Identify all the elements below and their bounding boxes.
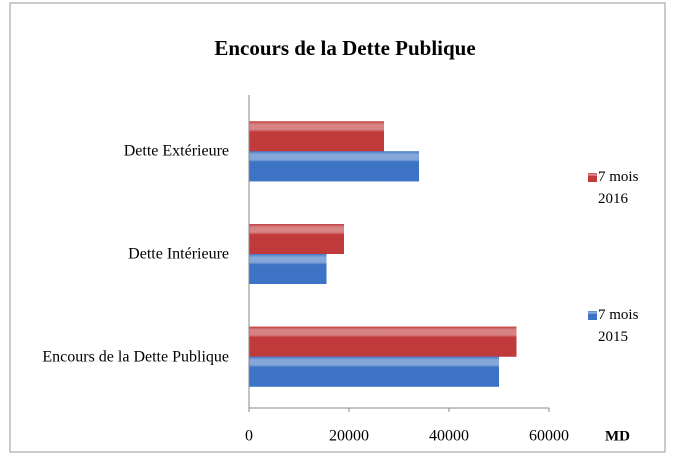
x-tick-label: 20000	[329, 428, 369, 445]
chart-title: Encours de la Dette Publique	[214, 36, 475, 60]
y-tick-label: Dette Intérieure	[128, 245, 229, 263]
x-tick-label: 40000	[429, 428, 469, 445]
x-tick-label: 0	[245, 428, 253, 445]
bar-shade	[249, 326, 517, 357]
bar-shade	[249, 224, 344, 254]
bar-shade	[249, 151, 419, 182]
x-tick-label: 60000	[529, 428, 569, 445]
legend-label: 7 mois 2016	[598, 169, 639, 207]
bar-shade	[249, 121, 384, 152]
legend-swatch-shade	[588, 311, 597, 320]
bar-shade	[249, 356, 499, 387]
y-tick-label: Dette Extérieure	[123, 142, 229, 160]
y-tick-label: Encours de la Dette Publique	[42, 348, 229, 366]
legend-label: 7 mois 2015	[598, 307, 639, 345]
x-axis-label: MD	[605, 428, 630, 444]
bar-shade	[249, 254, 327, 284]
legend-swatch-shade	[588, 173, 597, 182]
